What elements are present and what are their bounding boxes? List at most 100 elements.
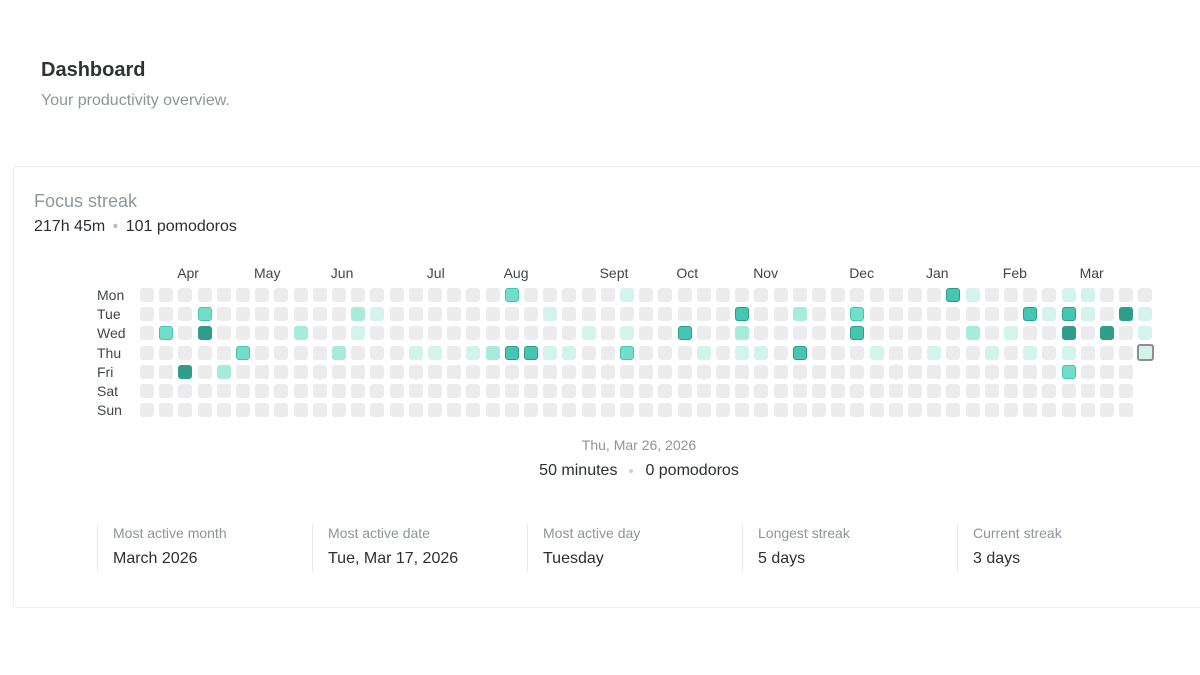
heatmap-cell[interactable]: [639, 326, 654, 341]
heatmap-cell[interactable]: [869, 364, 884, 379]
heatmap-cell[interactable]: [600, 384, 615, 398]
heatmap-cell[interactable]: [370, 384, 385, 398]
heatmap-cell[interactable]: [716, 364, 730, 379]
heatmap-cell[interactable]: [677, 288, 692, 302]
heatmap-cell[interactable]: [447, 384, 462, 398]
heatmap-cell[interactable]: [831, 345, 846, 360]
heatmap-cell[interactable]: [888, 326, 903, 341]
heatmap-cell[interactable]: [869, 345, 884, 360]
heatmap-cell[interactable]: [927, 403, 942, 418]
heatmap-cell[interactable]: [600, 288, 615, 302]
heatmap-cell[interactable]: [466, 326, 481, 341]
heatmap-cell[interactable]: [293, 288, 308, 302]
heatmap-cell[interactable]: [216, 345, 231, 360]
heatmap-cell[interactable]: [696, 384, 711, 398]
heatmap-cell[interactable]: [293, 345, 308, 360]
heatmap-cell[interactable]: [754, 288, 769, 302]
heatmap-cell[interactable]: [984, 345, 999, 360]
heatmap-cell[interactable]: [581, 364, 596, 379]
heatmap-cell[interactable]: [754, 364, 769, 379]
heatmap-cell[interactable]: [1004, 403, 1018, 418]
heatmap-cell[interactable]: [850, 288, 865, 302]
heatmap-cell[interactable]: [485, 364, 500, 379]
heatmap-cell[interactable]: [332, 345, 346, 360]
heatmap-cell[interactable]: [1023, 345, 1038, 360]
heatmap-cell[interactable]: [140, 307, 154, 322]
heatmap-cell[interactable]: [351, 345, 366, 360]
heatmap-cell[interactable]: [370, 345, 385, 360]
heatmap-cell-selected[interactable]: [1136, 344, 1154, 362]
heatmap-cell[interactable]: [677, 345, 692, 360]
heatmap-cell[interactable]: [236, 288, 250, 302]
heatmap-cell[interactable]: [274, 403, 289, 418]
heatmap-cell[interactable]: [447, 403, 462, 418]
heatmap-cell[interactable]: [524, 288, 538, 302]
heatmap-cell[interactable]: [773, 403, 788, 418]
heatmap-cell[interactable]: [466, 307, 481, 322]
heatmap-cell[interactable]: [639, 307, 654, 322]
heatmap-cell[interactable]: [159, 384, 174, 398]
heatmap-cell[interactable]: [620, 307, 634, 322]
heatmap-cell[interactable]: [428, 326, 442, 341]
heatmap-cell[interactable]: [408, 288, 423, 302]
heatmap-cell[interactable]: [946, 307, 961, 322]
heatmap-cell[interactable]: [140, 326, 154, 341]
heatmap-cell[interactable]: [543, 384, 558, 398]
heatmap-cell[interactable]: [831, 307, 846, 322]
heatmap-cell[interactable]: [696, 345, 711, 360]
heatmap-cell[interactable]: [1080, 288, 1095, 302]
heatmap-cell[interactable]: [735, 384, 750, 398]
heatmap-cell[interactable]: [543, 345, 558, 360]
heatmap-cell[interactable]: [1023, 384, 1038, 398]
heatmap-cell[interactable]: [236, 364, 250, 379]
heatmap-cell[interactable]: [1042, 345, 1057, 360]
heatmap-cell[interactable]: [504, 384, 519, 398]
heatmap-cell[interactable]: [274, 288, 289, 302]
heatmap-cell[interactable]: [792, 384, 807, 398]
heatmap-cell[interactable]: [370, 403, 385, 418]
heatmap-cell[interactable]: [312, 345, 327, 360]
heatmap-cell[interactable]: [927, 307, 942, 322]
heatmap-cell[interactable]: [332, 384, 346, 398]
heatmap-cell[interactable]: [197, 288, 212, 302]
heatmap-cell[interactable]: [1004, 345, 1018, 360]
heatmap-cell[interactable]: [908, 364, 922, 379]
heatmap-cell[interactable]: [600, 326, 615, 341]
heatmap-cell[interactable]: [466, 403, 481, 418]
heatmap-cell[interactable]: [927, 364, 942, 379]
heatmap-cell[interactable]: [428, 288, 442, 302]
heatmap-cell[interactable]: [1100, 326, 1114, 341]
heatmap-cell[interactable]: [408, 326, 423, 341]
heatmap-cell[interactable]: [504, 364, 519, 379]
heatmap-cell[interactable]: [197, 384, 212, 398]
heatmap-cell[interactable]: [236, 345, 250, 360]
heatmap-cell[interactable]: [812, 403, 826, 418]
heatmap-cell[interactable]: [428, 345, 442, 360]
heatmap-cell[interactable]: [1080, 345, 1095, 360]
heatmap-cell[interactable]: [716, 307, 730, 322]
heatmap-cell[interactable]: [812, 307, 826, 322]
heatmap-cell[interactable]: [1061, 288, 1076, 302]
heatmap-cell[interactable]: [716, 403, 730, 418]
heatmap-cell[interactable]: [581, 326, 596, 341]
heatmap-cell[interactable]: [677, 403, 692, 418]
heatmap-cell[interactable]: [1119, 345, 1134, 360]
heatmap-cell[interactable]: [581, 345, 596, 360]
heatmap-cell[interactable]: [428, 307, 442, 322]
heatmap-cell[interactable]: [658, 307, 673, 322]
heatmap-cell[interactable]: [504, 345, 519, 360]
heatmap-cell[interactable]: [1023, 326, 1038, 341]
heatmap-cell[interactable]: [735, 364, 750, 379]
heatmap-cell[interactable]: [831, 326, 846, 341]
heatmap-cell[interactable]: [255, 403, 270, 418]
heatmap-cell[interactable]: [504, 403, 519, 418]
heatmap-cell[interactable]: [1042, 288, 1057, 302]
heatmap-cell[interactable]: [255, 326, 270, 341]
heatmap-cell[interactable]: [351, 307, 366, 322]
heatmap-cell[interactable]: [1042, 307, 1057, 322]
heatmap-cell[interactable]: [466, 384, 481, 398]
heatmap-cell[interactable]: [888, 384, 903, 398]
heatmap-cell[interactable]: [1061, 364, 1076, 379]
heatmap-cell[interactable]: [620, 364, 634, 379]
heatmap-cell[interactable]: [466, 288, 481, 302]
